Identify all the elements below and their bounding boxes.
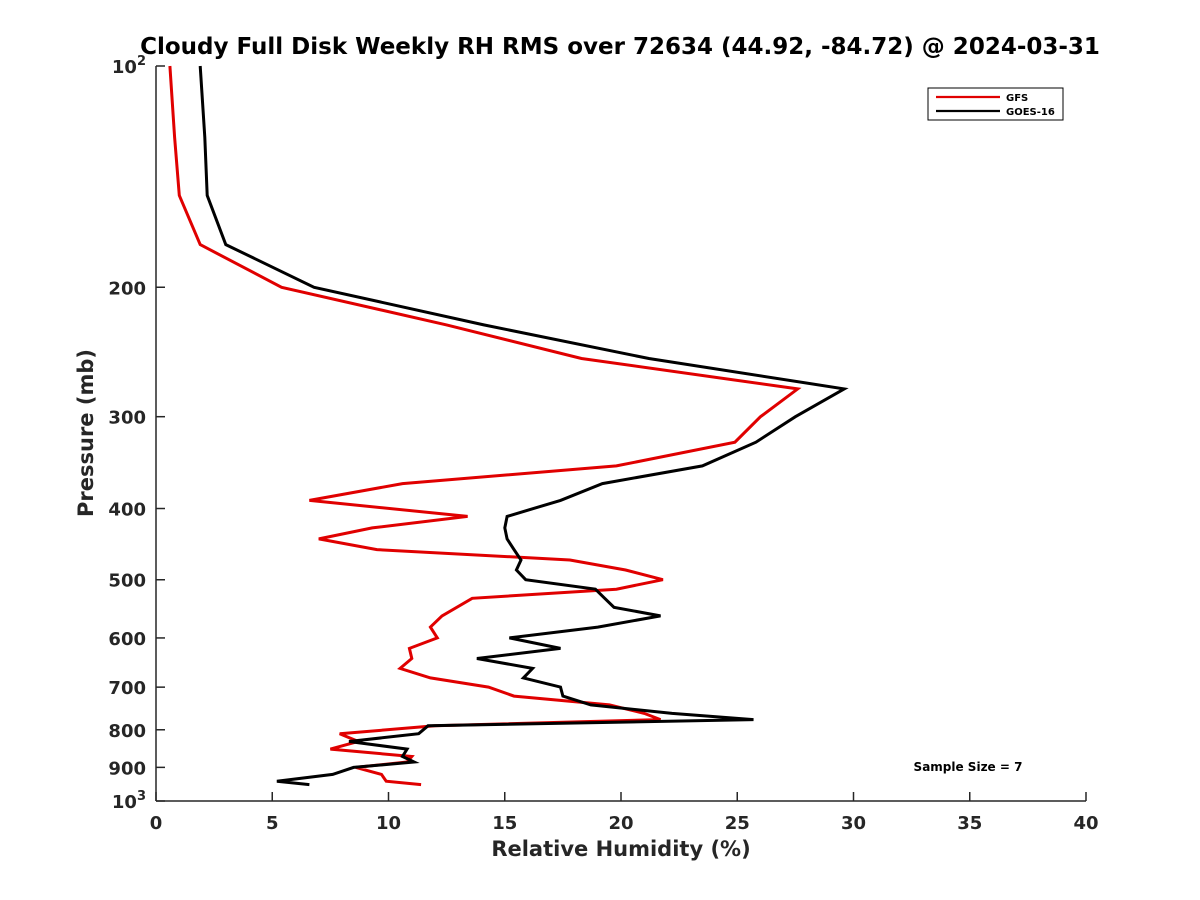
y-tick-label: 300 [108,408,146,429]
series-line-goes16 [198,65,849,787]
y-tick-label: 500 [108,571,146,592]
x-tick-label: 20 [608,813,633,834]
series-layer [168,65,849,787]
x-tick-label: 30 [841,813,866,834]
x-tick-label: 15 [492,813,517,834]
legend: GFS GOES-16 [927,87,1064,121]
x-tick-label: 35 [957,813,982,834]
y-tick-label: 900 [108,758,146,779]
y-tick-label: 103 [112,789,146,813]
plot-area: 0 5 10 15 20 25 30 35 40 102 200 300 400 500 600 700 80… [108,54,1098,834]
sample-size-annotation: Sample Size = 7 [914,760,1023,774]
x-tick-label: 25 [725,813,750,834]
x-axis-ticks: 0 5 10 15 20 25 30 35 40 [150,792,1099,834]
y-axis-label: Pressure (mb) [74,349,98,517]
y-tick-label: 700 [108,678,146,699]
x-tick-label: 40 [1073,813,1098,834]
y-tick-label: 102 [112,54,146,78]
x-tick-label: 10 [376,813,401,834]
y-tick-label: 600 [108,629,146,650]
legend-box [927,87,1064,121]
y-tick-label: 400 [108,500,146,521]
y-tick-label: 200 [108,278,146,299]
legend-label-gfs: GFS [1006,93,1028,104]
y-tick-label: 800 [108,721,146,742]
chart-title: Cloudy Full Disk Weekly RH RMS over 7263… [140,34,1100,60]
legend-label-goes16: GOES-16 [1006,107,1055,118]
y-axis-ticks: 102 200 300 400 500 600 700 800 900 103 [108,54,165,813]
x-tick-label: 5 [266,813,279,834]
x-axis-label: Relative Humidity (%) [491,837,750,861]
x-tick-label: 0 [150,813,163,834]
